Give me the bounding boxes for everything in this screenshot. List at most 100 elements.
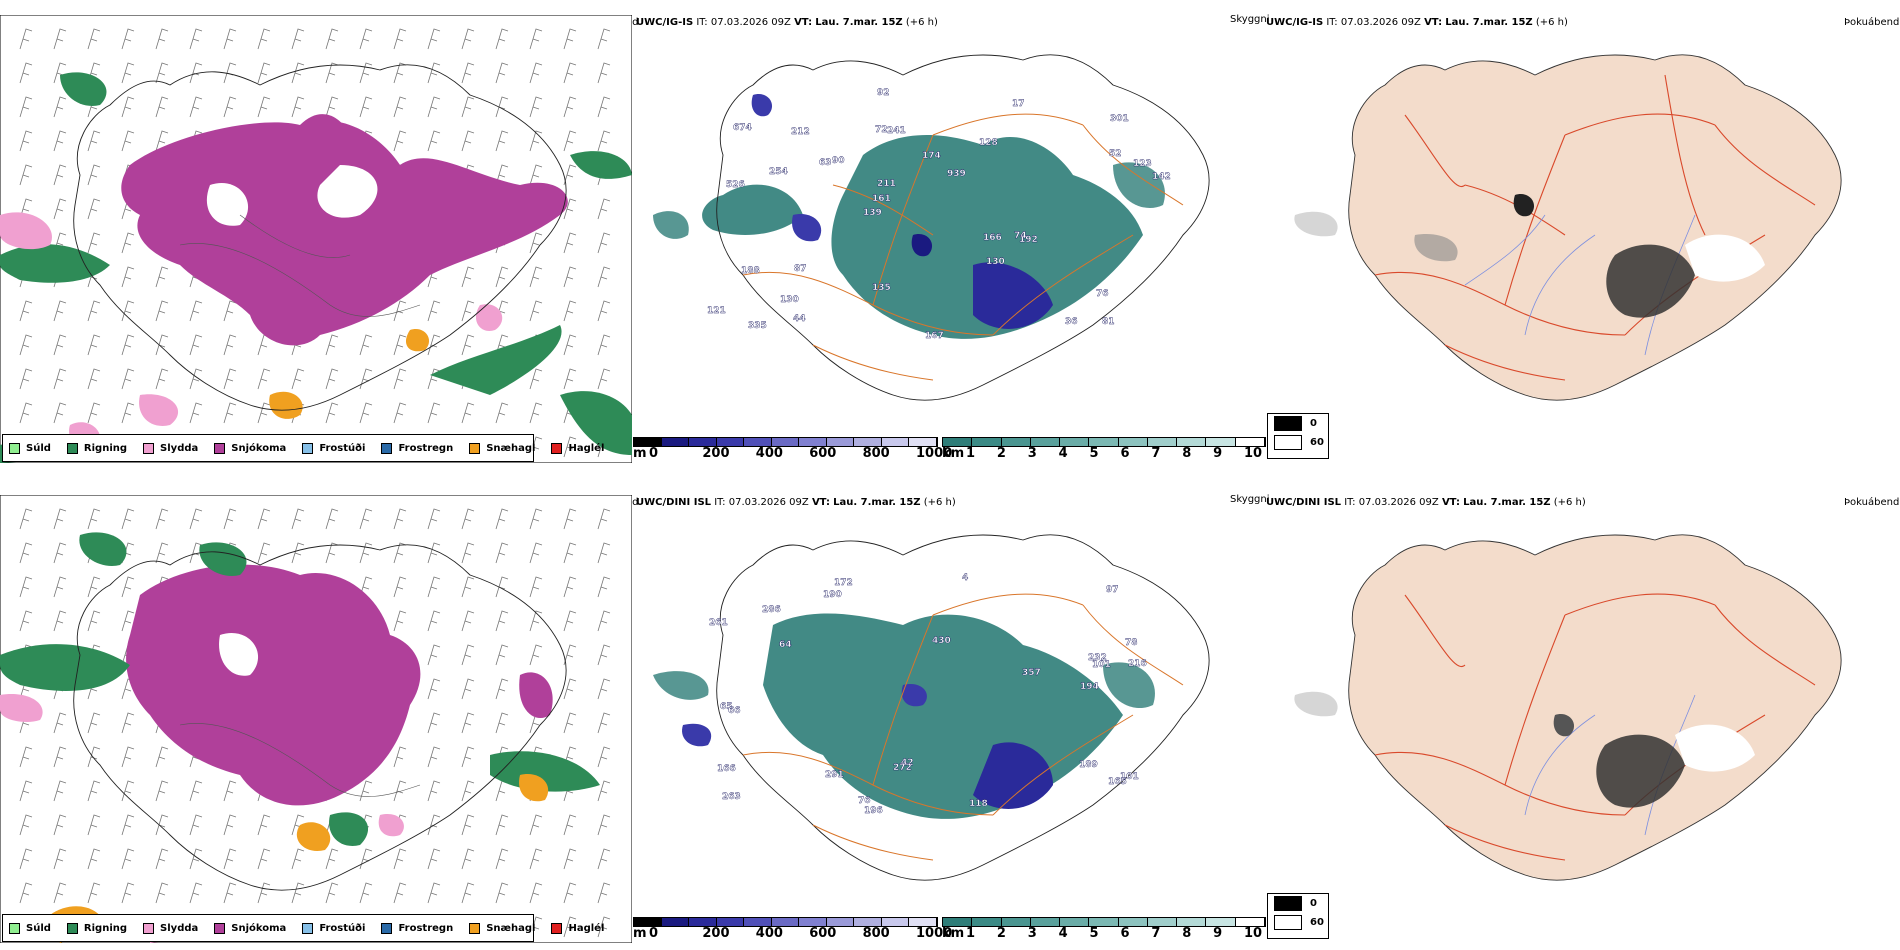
colorbar-segment — [1235, 918, 1265, 926]
wind-barb-icon — [257, 368, 271, 390]
fog-area — [1596, 734, 1685, 808]
fog-legend: 0 60 — [1267, 893, 1329, 939]
wind-barb-icon — [87, 130, 101, 152]
wind-barb-icon — [155, 300, 169, 322]
wind-barb-icon — [87, 508, 101, 530]
colorbar-tick-label: 5 — [1089, 446, 1099, 461]
wind-barb-icon — [393, 62, 407, 84]
legend-item: Frostúði — [296, 922, 365, 934]
wind-barb-icon — [563, 712, 577, 734]
wind-barb-icon — [53, 164, 67, 186]
colorbar-tick-label: 4 — [1058, 926, 1068, 941]
wind-barb-icon — [461, 300, 475, 322]
wind-barb-icon — [155, 508, 169, 530]
wind-barb-icon — [189, 96, 203, 118]
wind-barb-icon — [189, 508, 203, 530]
wind-barb-icon — [155, 266, 169, 288]
land-fill — [1348, 534, 1842, 881]
model-name: UWC/IG-IS — [1266, 17, 1324, 28]
legend-swatch — [381, 922, 393, 934]
wind-barb-icon — [189, 814, 203, 836]
colorbar-segment — [1235, 438, 1265, 446]
wind-barb-icon — [461, 96, 475, 118]
wind-barb-icon — [53, 712, 67, 734]
colorbar-segment — [1177, 438, 1207, 446]
wind-barb-icon — [121, 780, 135, 802]
wind-barb-icon — [257, 882, 271, 904]
visibility-value-label: 211 — [877, 179, 896, 189]
wind-barb-icon — [325, 334, 339, 356]
wind-barb-icon — [597, 542, 611, 564]
colorbar-segment — [716, 918, 745, 926]
wind-barb-icon — [19, 610, 33, 632]
wind-barb-icon — [121, 610, 135, 632]
visibility-value-labels: 189 78 101 430 263 172 232 291 97 64 216 261 194 196 1… — [709, 573, 1147, 816]
fog-map — [1294, 534, 1842, 881]
wind-barb-icon — [359, 334, 373, 356]
wind-barb-icon — [427, 814, 441, 836]
wind-barb-icon — [461, 610, 475, 632]
fog-legend-item: 0 — [1268, 894, 1328, 913]
visibility-value-label: 674 — [733, 123, 752, 133]
it-label: IT: — [714, 497, 726, 508]
vt-label: VT: — [794, 17, 813, 28]
legend-item: Rigning — [61, 922, 127, 934]
wind-barb-icon — [597, 814, 611, 836]
wind-barb-icon — [87, 780, 101, 802]
wind-barb-icon — [19, 848, 33, 870]
coastline — [716, 534, 1210, 881]
wind-barb-icon — [53, 28, 67, 50]
coastline — [73, 544, 567, 891]
wind-barb-icon — [563, 198, 577, 220]
wind-barb-icon — [393, 746, 407, 768]
legend-item: Snjókoma — [208, 442, 286, 454]
colorbar-segment — [909, 918, 938, 926]
wind-barb-icon — [597, 232, 611, 254]
visibility-value-label: 81 — [1102, 317, 1115, 327]
wind-barb-icon — [87, 848, 101, 870]
visibility-value-label: 526 — [726, 180, 745, 190]
graupel-area — [296, 822, 331, 851]
wind-barb-icon — [291, 508, 305, 530]
colorbar-segment — [1206, 438, 1236, 446]
fog-legend-swatch — [1274, 896, 1302, 911]
visibility-value-label: 87 — [794, 264, 807, 274]
panel-header-fog-2: UWC/DINI ISL IT: 07.03.2026 09Z VT: Lau.… — [1266, 497, 1586, 508]
visibility-colorbar: km 1 2 3 4 5 6 7 8 9 10 — [942, 917, 1266, 947]
colorbar-segment — [661, 438, 690, 446]
sleet-area — [0, 694, 43, 722]
visibility-value-label: 188 — [741, 266, 760, 276]
wind-barb-icon — [461, 882, 475, 904]
wind-barb-icon — [121, 712, 135, 734]
wind-barb-icon — [87, 198, 101, 220]
wind-barb-icon — [597, 62, 611, 84]
wind-barb-icon — [427, 610, 441, 632]
wind-barb-icon — [223, 402, 237, 424]
wind-barb-icon — [461, 402, 475, 424]
legend-item: Snæhagl — [463, 922, 535, 934]
wind-barb-icon — [325, 62, 339, 84]
wind-barb-icon — [223, 96, 237, 118]
wind-barb-icon — [563, 28, 577, 50]
colorbar-segment — [1030, 438, 1061, 446]
wind-barb-icon — [563, 882, 577, 904]
wind-barb-icon — [393, 780, 407, 802]
wind-barb-icon — [53, 576, 67, 598]
wind-barb-icon — [155, 130, 169, 152]
wind-barb-icon — [563, 436, 577, 458]
visibility-value-label: 76 — [858, 796, 871, 806]
legend-item: Súld — [3, 442, 51, 454]
colorbar-segment — [661, 918, 690, 926]
wind-barb-icon — [427, 300, 441, 322]
wind-barb-icon — [461, 678, 475, 700]
wind-barb-icon — [19, 130, 33, 152]
wind-barb-icon — [393, 28, 407, 50]
wind-barb-icon — [19, 508, 33, 530]
wind-barb-icon — [223, 848, 237, 870]
wind-barb-icon — [223, 814, 237, 836]
wind-barb-icon — [257, 542, 271, 564]
colorbar-segment — [1206, 918, 1236, 926]
wind-barb-icon — [427, 542, 441, 564]
wind-barb-icon — [563, 300, 577, 322]
panel-title-visibility: Skyggni — [1230, 14, 1270, 25]
